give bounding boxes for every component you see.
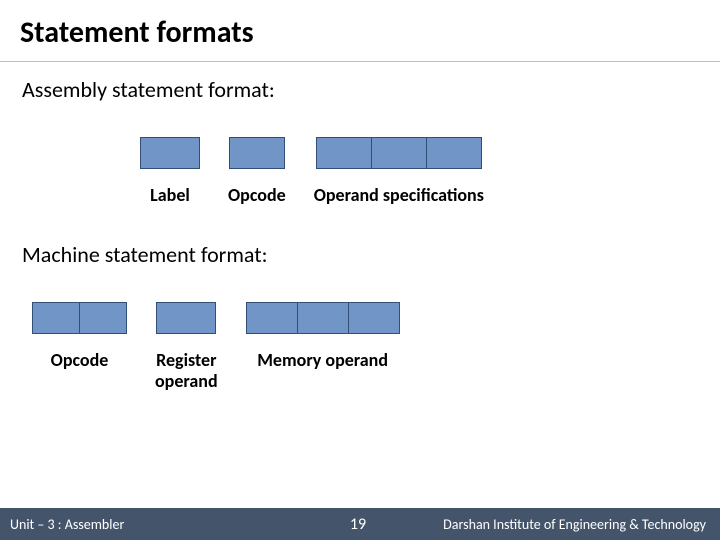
machine-field-opcode: Opcode bbox=[32, 302, 127, 372]
machine-diagram: Opcode Register operand Memory operand bbox=[0, 268, 720, 393]
cell-group bbox=[156, 302, 216, 334]
field-caption: Operand specifications bbox=[314, 185, 484, 207]
cell bbox=[297, 302, 349, 334]
assembly-field-operand: Operand specifications bbox=[314, 137, 484, 207]
cell bbox=[316, 137, 372, 169]
footer-right: Darshan Institute of Engineering & Techn… bbox=[388, 516, 720, 533]
cell bbox=[246, 302, 298, 334]
footer: Unit – 3 : Assembler 19 Darshan Institut… bbox=[0, 508, 720, 540]
cell bbox=[140, 137, 200, 169]
cell-group bbox=[316, 137, 482, 169]
assembly-field-label: Label bbox=[140, 137, 200, 207]
assembly-diagram: Label Opcode Operand specifications bbox=[0, 103, 720, 207]
assembly-field-opcode: Opcode bbox=[228, 137, 286, 207]
footer-page-number: 19 bbox=[328, 515, 388, 534]
machine-field-memory: Memory operand bbox=[246, 302, 400, 372]
machine-field-register: Register operand bbox=[155, 302, 218, 393]
cell bbox=[156, 302, 216, 334]
field-caption: Memory operand bbox=[257, 350, 388, 372]
cell bbox=[229, 137, 285, 169]
cell-group bbox=[32, 302, 127, 334]
footer-left: Unit – 3 : Assembler bbox=[0, 516, 328, 533]
cell-group bbox=[140, 137, 200, 169]
assembly-heading: Assembly statement format: bbox=[0, 62, 720, 103]
machine-heading: Machine statement format: bbox=[0, 207, 720, 268]
field-caption: Opcode bbox=[228, 185, 286, 207]
slide-title: Statement formats bbox=[0, 0, 720, 62]
cell bbox=[371, 137, 427, 169]
field-caption: Opcode bbox=[51, 350, 109, 372]
field-caption: Label bbox=[150, 185, 190, 207]
cell bbox=[79, 302, 127, 334]
cell bbox=[426, 137, 482, 169]
field-caption: Register operand bbox=[155, 350, 218, 393]
cell-group bbox=[229, 137, 285, 169]
cell bbox=[32, 302, 80, 334]
cell-group bbox=[246, 302, 400, 334]
cell bbox=[348, 302, 400, 334]
